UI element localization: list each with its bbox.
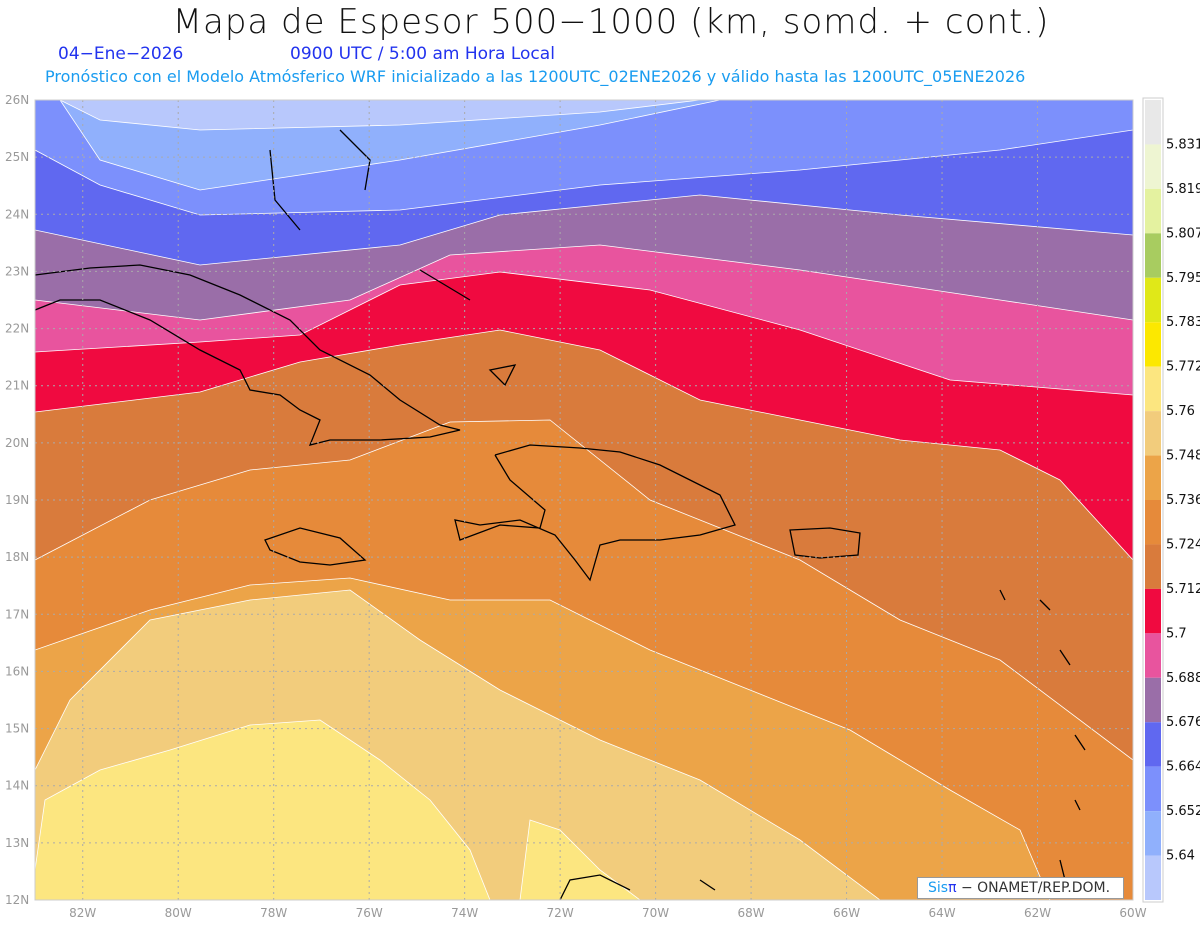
lat-label: 22N xyxy=(5,322,29,336)
lat-label: 20N xyxy=(5,436,29,450)
colorbar-label: 5.688 xyxy=(1166,671,1200,686)
coastlines xyxy=(35,129,1086,900)
lon-label: 64W xyxy=(928,906,955,920)
colorbar-swatch xyxy=(1145,811,1161,856)
latitude-labels: 26N 25N 24N 23N 22N 21N 20N 19N 18N 17N 16N 15N 14N 1… xyxy=(5,93,29,907)
colorbar-label: 5.795 xyxy=(1166,271,1200,286)
coast-cuba xyxy=(35,264,461,446)
colorbar-swatch xyxy=(1145,366,1161,412)
colorbar-swatch xyxy=(1145,277,1161,323)
colorbar-swatch xyxy=(1145,722,1161,767)
colorbar-label: 5.783 xyxy=(1166,315,1200,330)
colorbar-label: 5.676 xyxy=(1166,715,1200,730)
colorbar-swatch xyxy=(1145,588,1161,634)
contour-band xyxy=(59,100,701,131)
lon-label: 76W xyxy=(356,906,383,920)
lat-label: 18N xyxy=(5,550,29,564)
lat-label: 14N xyxy=(5,779,29,793)
lat-label: 24N xyxy=(5,207,29,221)
lat-label: 19N xyxy=(5,493,29,507)
colorbar-swatch xyxy=(1145,100,1161,145)
lon-label: 70W xyxy=(642,906,669,920)
longitude-labels: 82W 80W 78W 76W 74W 72W 70W 68W 66W 64W 62W 60W xyxy=(69,906,1147,920)
coast-jamaica xyxy=(264,527,367,566)
lat-label: 23N xyxy=(5,264,29,278)
colorbar-label: 5.64 xyxy=(1166,849,1195,864)
colorbar-label: 5.736 xyxy=(1166,493,1200,508)
contour-bands xyxy=(35,100,1133,900)
forecast-time: 0900 UTC / 5:00 am Hora Local xyxy=(290,44,555,64)
onamet-logo: Sisπ − ONAMET/REP.DOM. xyxy=(917,877,1124,899)
colorbar-label: 5.748 xyxy=(1166,449,1200,464)
coast-hispaniola xyxy=(454,444,736,582)
colorbar-swatch xyxy=(1145,322,1161,367)
lat-label: 26N xyxy=(5,93,29,107)
colorbar-label: 5.712 xyxy=(1166,582,1200,597)
colorbar-label: 5.819 xyxy=(1166,182,1200,197)
colorbar-label: 5.76 xyxy=(1166,404,1195,419)
lat-label: 15N xyxy=(5,722,29,736)
colorbar-swatch xyxy=(1145,144,1161,189)
lon-label: 74W xyxy=(451,906,478,920)
forecast-date: 04−Ene−2026 xyxy=(58,44,184,64)
colorbar-frame xyxy=(1142,97,1164,903)
logo-pi: π xyxy=(948,880,957,896)
colorbar-label: 5.831 xyxy=(1166,137,1200,152)
lon-label: 62W xyxy=(1024,906,1051,920)
contour-band xyxy=(35,719,491,900)
colorbar: 5.831 5.819 5.807 5.795 5.783 5.772 5.76 5.748 5… xyxy=(1142,97,1200,903)
colorbar-label: 5.724 xyxy=(1166,537,1200,552)
coast-south-america xyxy=(559,874,716,900)
colorbar-swatch xyxy=(1145,455,1161,500)
lat-label: 17N xyxy=(5,607,29,621)
map-title: Mapa de Espesor 500−1000 (km, somd. + co… xyxy=(172,2,1050,42)
colorbar-swatch xyxy=(1145,233,1161,278)
coast-bahamas xyxy=(269,129,517,387)
lat-label: 13N xyxy=(5,836,29,850)
colorbar-swatch xyxy=(1145,411,1161,456)
lon-label: 82W xyxy=(69,906,96,920)
coast-lesser-antilles xyxy=(999,589,1086,881)
colorbar-swatch xyxy=(1145,677,1161,723)
lat-label: 12N xyxy=(5,893,29,907)
colorbar-swatch xyxy=(1145,633,1161,678)
coast-puerto-rico xyxy=(789,527,861,559)
colorbar-swatch xyxy=(1145,500,1161,545)
lat-label: 16N xyxy=(5,664,29,678)
lon-label: 60W xyxy=(1119,906,1146,920)
colorbar-swatch xyxy=(1145,855,1161,900)
colorbar-swatch xyxy=(1145,766,1161,812)
lon-label: 80W xyxy=(165,906,192,920)
colorbar-label: 5.772 xyxy=(1166,360,1200,375)
colorbar-swatch xyxy=(1145,188,1161,234)
lon-label: 72W xyxy=(547,906,574,920)
lat-label: 21N xyxy=(5,379,29,393)
colorbar-swatch xyxy=(1145,544,1161,589)
colorbar-label: 5.664 xyxy=(1166,760,1200,775)
logo-text: − ONAMET/REP.DOM. xyxy=(960,880,1111,896)
forecast-subtitle: Pronóstico con el Modelo Atmósferico WRF… xyxy=(45,67,1026,86)
lon-label: 78W xyxy=(260,906,287,920)
lon-label: 68W xyxy=(738,906,765,920)
colorbar-label: 5.652 xyxy=(1166,804,1200,819)
lon-label: 66W xyxy=(833,906,860,920)
plot-frame xyxy=(34,99,1134,901)
colorbar-label: 5.7 xyxy=(1166,626,1187,641)
logo-brand: Sis xyxy=(928,880,949,896)
colorbar-label: 5.807 xyxy=(1166,226,1200,241)
lat-label: 25N xyxy=(5,150,29,164)
